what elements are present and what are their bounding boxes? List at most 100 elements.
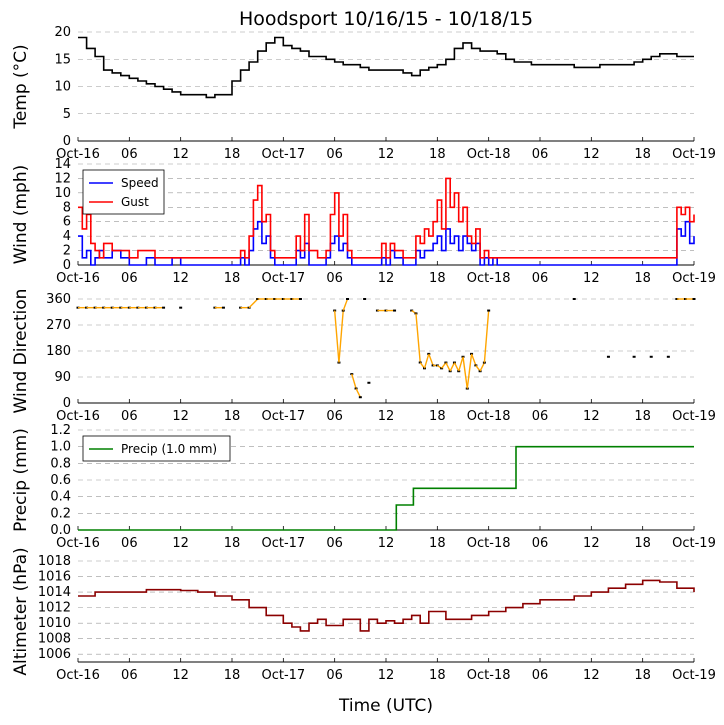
direction-segment	[248, 298, 259, 309]
y-tick-label: 0	[63, 134, 71, 149]
direction-segment	[470, 353, 477, 366]
direction-point	[572, 298, 576, 300]
x-tick-label: 06	[326, 271, 343, 286]
direction-segment	[449, 362, 456, 372]
x-tick-label: Oct-19	[672, 147, 716, 162]
y-tick-label: 0.4	[50, 490, 71, 505]
x-tick-label: 06	[532, 536, 549, 551]
direction-point	[367, 381, 371, 384]
panel-wind-direction: 0 90 180 270 360 Oct-16 06 12 18 Oct-17 06 12 18 Oct-…	[11, 289, 716, 424]
x-tick-label: 06	[326, 668, 343, 683]
y-tick-label: 0.2	[50, 506, 71, 521]
x-tick-label: 06	[532, 409, 549, 424]
x-tick-label: Oct-17	[261, 271, 305, 286]
x-tick-label: Oct-18	[467, 536, 511, 551]
y-tick-label: 14	[54, 157, 71, 172]
legend: Precip (1.0 mm)	[82, 435, 231, 462]
y-tick-label: 360	[46, 292, 71, 307]
y-tick-label: 0.8	[50, 456, 71, 471]
x-tick-label: Oct-17	[261, 409, 305, 424]
x-tick-label: 18	[224, 536, 241, 551]
y-axis-label: Precip (mm)	[11, 428, 31, 532]
direction-point	[179, 306, 183, 309]
direction-point	[298, 298, 302, 300]
x-tick-label: Oct-17	[261, 147, 305, 162]
x-tick-label: 06	[326, 147, 343, 162]
series-line-gust	[78, 177, 695, 259]
x-tick-label: 12	[378, 147, 395, 162]
x-tick-label: 12	[583, 536, 600, 551]
direction-point	[162, 306, 166, 309]
legend: Speed Gust	[82, 169, 165, 215]
x-tick-label: 12	[583, 147, 600, 162]
y-tick-label: 0	[63, 258, 71, 273]
x-tick-label: 18	[224, 409, 241, 424]
legend-label: Gust	[121, 195, 149, 209]
x-tick-label: 06	[121, 409, 138, 424]
x-tick-label: Oct-16	[56, 409, 100, 424]
x-tick-label: 18	[634, 668, 651, 683]
series-line-temp	[78, 36, 694, 99]
x-tick-label: 18	[634, 147, 651, 162]
direction-point	[649, 355, 653, 358]
x-tick-label: 18	[634, 536, 651, 551]
y-axis-label: Wind Direction	[11, 289, 31, 414]
direction-point	[358, 396, 362, 399]
y-tick-label: 1018	[38, 554, 71, 569]
x-tick-label: Oct-18	[467, 271, 511, 286]
x-tick-label: 06	[121, 147, 138, 162]
y-tick-label: 0.6	[50, 473, 71, 488]
direction-point	[363, 298, 367, 300]
series-line-precip-1-0-mm-	[78, 445, 694, 531]
x-tick-label: 12	[583, 668, 600, 683]
y-axis-label: Temp (°C)	[11, 44, 31, 129]
x-tick-label: 12	[172, 409, 189, 424]
y-tick-label: 15	[54, 52, 71, 67]
direction-segment	[333, 310, 340, 363]
x-tick-label: 06	[326, 409, 343, 424]
x-tick-label: 12	[172, 536, 189, 551]
chart-title: Hoodsport 10/16/15 - 10/18/15	[239, 8, 533, 30]
x-tick-label: 18	[429, 536, 446, 551]
direction-point	[666, 355, 670, 358]
x-axis-label: Time (UTC)	[338, 696, 433, 716]
panel-precip: 0.0 0.20.4 0.6 0.81.0 1.2 Oct-16 06 12 18 Oct-17 0…	[11, 423, 716, 551]
direction-point	[606, 355, 610, 358]
direction-segment	[445, 362, 451, 372]
y-tick-label: 0.0	[50, 523, 71, 538]
x-tick-label: Oct-19	[672, 536, 716, 551]
y-tick-label: 10	[54, 186, 71, 201]
direction-segment	[415, 313, 421, 363]
x-tick-label: 12	[583, 271, 600, 286]
y-tick-label: 1.0	[50, 440, 71, 455]
direction-segment	[479, 362, 486, 372]
direction-segment	[338, 310, 344, 363]
direction-segment	[428, 353, 434, 366]
direction-point	[393, 309, 397, 312]
x-tick-label: 12	[378, 668, 395, 683]
direction-segment	[462, 356, 468, 389]
direction-segment	[342, 298, 349, 311]
x-tick-label: 06	[121, 271, 138, 286]
direction-point	[632, 355, 636, 358]
x-tick-label: Oct-19	[672, 409, 716, 424]
direction-segment	[483, 310, 490, 363]
y-tick-label: 12	[54, 171, 71, 186]
x-tick-label: Oct-18	[467, 668, 511, 683]
x-tick-label: 18	[224, 271, 241, 286]
x-tick-label: Oct-19	[672, 668, 716, 683]
y-tick-label: 6	[63, 215, 71, 230]
y-axis-label: Wind (mph)	[11, 165, 31, 265]
x-tick-label: 12	[378, 271, 395, 286]
y-tick-label: 2	[63, 244, 71, 259]
x-tick-label: 18	[224, 668, 241, 683]
y-tick-label: 270	[46, 318, 71, 333]
x-tick-label: 12	[378, 409, 395, 424]
x-tick-label: Oct-16	[56, 271, 100, 286]
y-tick-label: 1006	[38, 647, 71, 662]
x-tick-label: 12	[378, 536, 395, 551]
y-tick-label: 4	[63, 229, 71, 244]
